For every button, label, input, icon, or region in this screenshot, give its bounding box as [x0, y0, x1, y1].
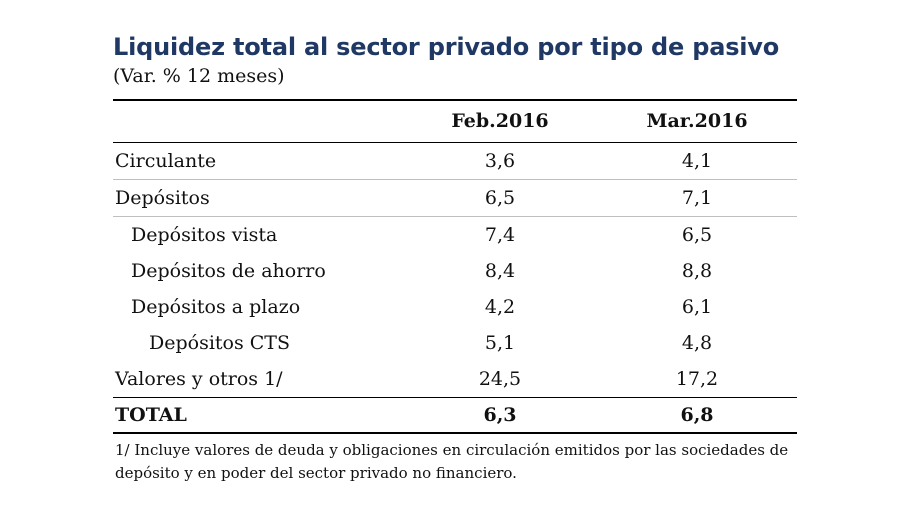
cell-mar: 4,1	[597, 142, 797, 180]
table-row: Depósitos CTS 5,1 4,8	[113, 325, 797, 361]
cell-feb: 6,5	[403, 179, 597, 217]
cell-mar: 17,2	[597, 361, 797, 398]
row-label: Depósitos CTS	[149, 332, 290, 354]
total-mar: 6,8	[597, 397, 797, 434]
table-row: Depósitos vista 7,4 6,5	[113, 217, 797, 254]
cell-mar: 8,8	[681, 260, 713, 282]
table-row: Depósitos a plazo 4,2 6,1	[113, 289, 797, 325]
liquidity-table: Feb.2016 Mar.2016 Circulante 3,6 4,1 Dep…	[113, 99, 797, 434]
cell-mar: 4,8	[681, 332, 713, 354]
table-row: Depósitos 6,5 7,1	[113, 179, 797, 217]
header-feb-2016: Feb.2016	[403, 99, 597, 143]
liquidity-table-panel: Liquidez total al sector privado por tip…	[113, 30, 797, 485]
cell-feb: 5,1	[484, 332, 516, 354]
row-label: Valores y otros 1/	[113, 361, 403, 398]
cell-mar: 7,1	[597, 179, 797, 217]
cell-mar: 6,5	[681, 224, 713, 246]
cell-feb: 3,6	[403, 142, 597, 180]
row-label: Depósitos a plazo	[131, 296, 301, 318]
table-row: Valores y otros 1/ 24,5 17,2	[113, 361, 797, 398]
page-title: Liquidez total al sector privado por tip…	[113, 33, 780, 61]
table-row: Depósitos de ahorro 8,4 8,8	[113, 253, 797, 289]
cell-mar: 6,1	[681, 296, 713, 318]
row-label: Depósitos de ahorro	[131, 260, 326, 282]
total-feb: 6,3	[403, 397, 597, 434]
cell-feb: 24,5	[403, 361, 597, 398]
total-label: TOTAL	[113, 397, 403, 434]
header-mar-2016: Mar.2016	[597, 99, 797, 143]
table-row: Circulante 3,6 4,1	[113, 142, 797, 180]
row-label: Circulante	[113, 142, 403, 180]
total-row: TOTAL 6,3 6,8	[113, 397, 797, 434]
cell-feb: 8,4	[484, 260, 516, 282]
row-label: Depósitos	[113, 179, 403, 217]
table-header-row: Feb.2016 Mar.2016	[113, 99, 797, 143]
footnote: 1/ Incluye valores de deuda y obligacion…	[115, 441, 789, 482]
cell-feb: 7,4	[484, 224, 516, 246]
header-label-cell	[113, 99, 403, 143]
cell-feb: 4,2	[484, 296, 516, 318]
page-subtitle: (Var. % 12 meses)	[113, 65, 285, 87]
row-label: Depósitos vista	[131, 224, 278, 246]
